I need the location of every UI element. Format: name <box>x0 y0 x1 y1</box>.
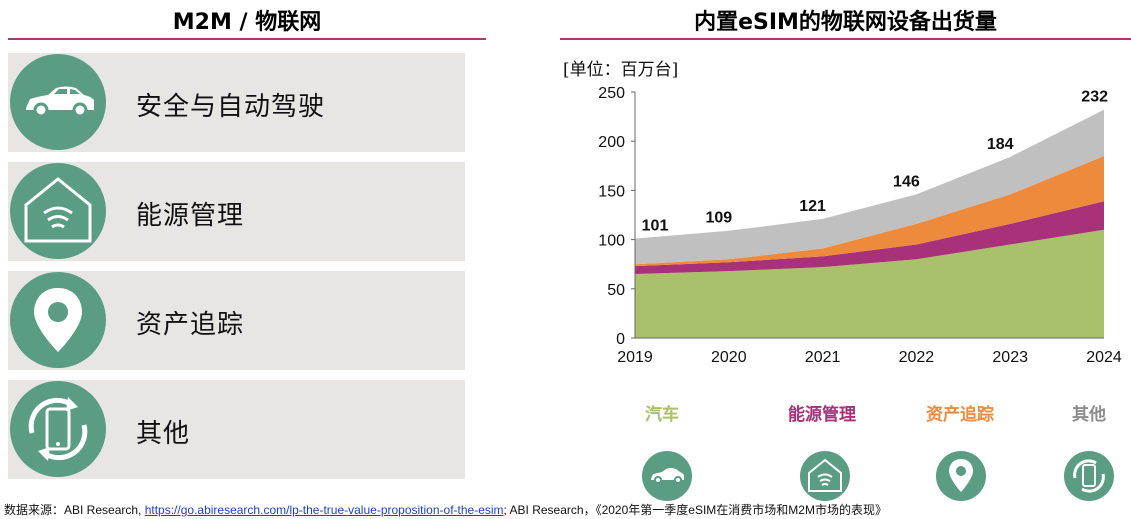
legend-icon-badge <box>936 451 986 501</box>
legend-label-auto: 汽车 <box>645 405 679 425</box>
left-title-divider <box>8 38 486 40</box>
smart-home-icon <box>808 458 842 492</box>
chart-title-divider <box>560 38 1131 40</box>
category-label: 资产追踪 <box>136 310 245 340</box>
y-tick-label: 100 <box>598 233 625 250</box>
legend-icon-badge <box>642 451 692 501</box>
chart-title: 内置eSIM的物联网设备出货量 <box>694 10 997 35</box>
category-card-other: 其他 <box>8 380 465 479</box>
y-tick-label: 50 <box>607 282 625 299</box>
location-pin-icon <box>34 288 82 352</box>
category-card-energy: 能源管理 <box>8 162 465 261</box>
y-tick-label: 150 <box>598 183 625 200</box>
x-tick-label: 2022 <box>899 349 935 366</box>
y-tick-label: 200 <box>598 134 625 151</box>
legend-icon-badge <box>1064 451 1114 501</box>
category-label: 能源管理 <box>136 201 245 231</box>
area-series-3 <box>635 109 1104 265</box>
x-tick-label: 2020 <box>711 349 747 366</box>
phone-rotate-icon <box>28 397 88 461</box>
unit-label: [单位：百万台] <box>563 60 679 80</box>
category-card-asset-tracking: 资产追踪 <box>8 271 465 370</box>
smart-home-icon <box>24 177 92 243</box>
x-tick-label: 2019 <box>617 349 653 366</box>
legend-label-energy: 能源管理 <box>788 405 856 425</box>
category-icon-badge <box>10 54 106 150</box>
total-data-label: 184 <box>987 136 1014 153</box>
area-series-2 <box>635 155 1104 267</box>
category-label: 安全与自动驾驶 <box>136 92 326 122</box>
source-prefix: 数据来源：ABI Research, <box>4 503 145 517</box>
legend-label-asset: 资产追踪 <box>926 405 994 425</box>
stacked-area-chart: 0 50 100 150 200 250 2019 2020 2021 2022 2023 2024 1… <box>598 85 1122 366</box>
x-tick-label: 2024 <box>1086 349 1122 366</box>
x-tick-label: 2023 <box>992 349 1028 366</box>
legend-icon-badge <box>800 451 850 501</box>
x-tick-label: 2021 <box>805 349 841 366</box>
category-card-autonomous: 安全与自动驾驶 <box>8 53 465 152</box>
total-data-label: 232 <box>1081 89 1108 106</box>
car-icon <box>651 468 684 484</box>
total-data-label: 146 <box>893 173 920 190</box>
car-icon <box>26 86 94 118</box>
phone-rotate-icon <box>1073 459 1105 493</box>
source-suffix: ; ABI Research，《2020年第一季度eSIM在消费市场和M2M市场… <box>503 503 887 517</box>
left-panel-title: M2M / 物联网 <box>172 10 322 35</box>
total-data-label: 109 <box>705 210 732 227</box>
category-icon-badge <box>10 381 106 477</box>
total-data-label: 101 <box>642 218 669 235</box>
area-series-0 <box>635 229 1104 338</box>
category-label: 其他 <box>136 419 191 449</box>
total-data-label: 121 <box>799 198 826 215</box>
category-icon-badge <box>10 163 106 259</box>
source-link[interactable]: https://go.abiresearch.com/lp-the-true-v… <box>144 503 504 517</box>
category-icon-badge <box>10 272 106 368</box>
y-tick-label: 250 <box>598 85 625 102</box>
legend-label-other: 其他 <box>1072 405 1106 425</box>
source-note: 数据来源：ABI Research, https://go.abiresearc… <box>4 501 887 518</box>
area-series-1 <box>635 201 1104 275</box>
location-pin-icon <box>949 459 973 492</box>
y-tick-label: 0 <box>616 331 625 348</box>
